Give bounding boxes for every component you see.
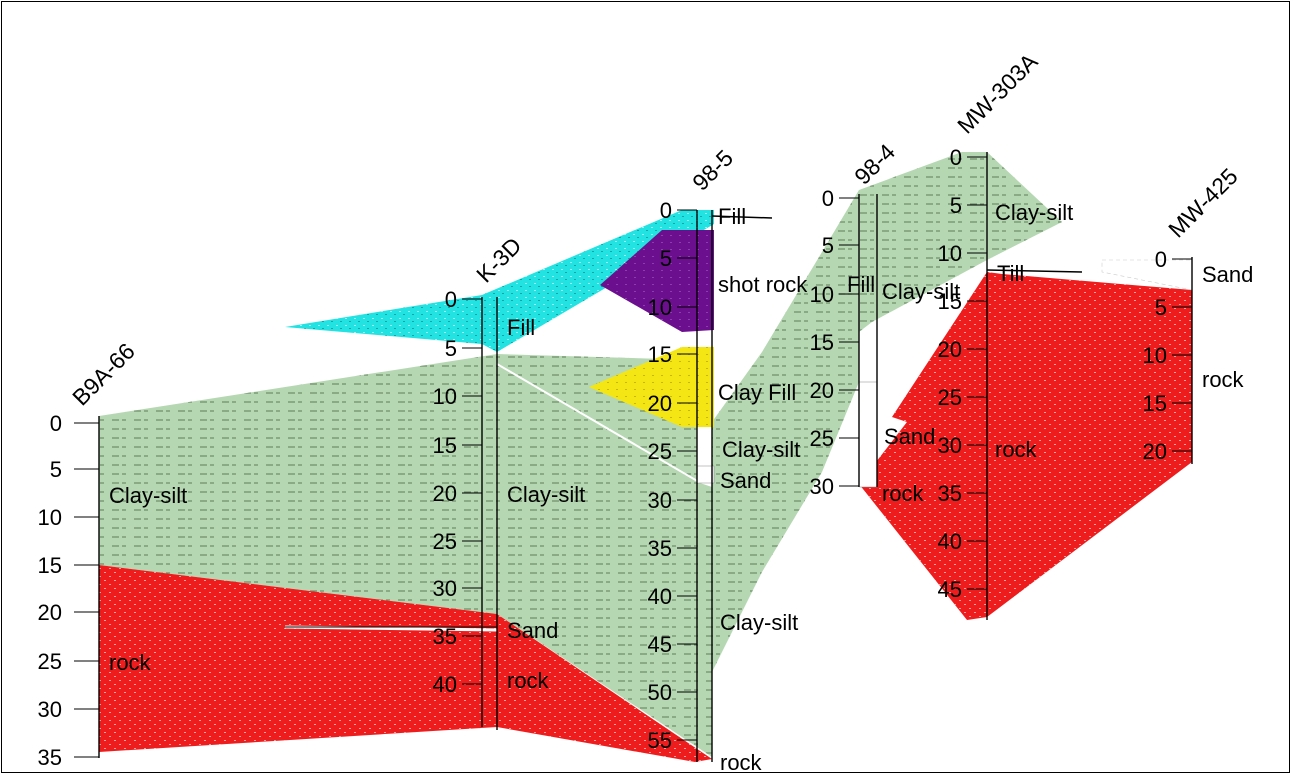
layer-label: Clay-silt [720,610,798,635]
borehole-header: B9A-66 [67,338,140,411]
tick-label: 35 [938,481,962,506]
layer-label: Sand [1202,262,1253,287]
layer-label: rock [995,437,1038,462]
tick-label: 40 [433,672,457,697]
tick-label: 45 [938,577,962,602]
layer-label: rock [1202,367,1245,392]
tick-label: 20 [648,391,672,416]
tick-label: 45 [648,632,672,657]
borehole-header: 98-5 [687,145,738,196]
tick-label: 0 [445,287,457,312]
layer-label: rock [882,481,925,506]
tick-label: 25 [648,439,672,464]
layers [99,152,1193,762]
tick-label: 10 [810,282,834,307]
layer-label: Fill [718,204,746,229]
tick-label: 25 [38,649,62,674]
tick-label: 0 [822,186,834,211]
tick-label: 35 [648,536,672,561]
tick-label: 20 [938,337,962,362]
tick-label: 30 [433,576,457,601]
tick-marks [74,156,1192,758]
tick-label: 10 [38,505,62,530]
tick-label: 35 [38,745,62,770]
borehole-columns [98,152,1193,762]
tick-label: 5 [50,457,62,482]
tick-label: 10 [1143,343,1167,368]
tick-label: 50 [648,680,672,705]
layer-label: Sand [507,618,558,643]
tick-label: 30 [648,488,672,513]
tick-label: 25 [938,385,962,410]
layer-label: Sand [884,424,935,449]
tick-label: 10 [938,241,962,266]
tick-labels-98-4: 0 5 10 15 20 25 30 [810,186,834,499]
layer-label: Fill [507,315,535,340]
layer-label: Fill [847,272,875,297]
tick-label: 15 [938,289,962,314]
tick-label: 0 [50,411,62,436]
borehole-header: MW-425 [1163,163,1243,243]
tick-label: 5 [822,233,834,258]
tick-labels-k-3d: 0 5 10 15 20 25 30 35 40 [433,287,457,697]
layer-label: rock [720,750,763,774]
tick-label: 5 [1155,295,1167,320]
tick-label: 15 [433,433,457,458]
tick-label: 20 [810,378,834,403]
layer-label: rock [109,650,152,675]
borehole-header: K-3D [471,232,526,287]
tick-labels-98-5: 0 5 10 15 20 25 30 35 40 45 50 55 [648,198,672,753]
layer-label: Till [997,261,1024,286]
tick-label: 25 [433,529,457,554]
tick-label: 10 [433,384,457,409]
layer-label: Clay Fill [718,380,796,405]
tick-label: 55 [648,728,672,753]
tick-label: 25 [810,426,834,451]
tick-labels-mw-425: 0 5 10 15 20 [1143,247,1167,464]
tick-label: 15 [648,342,672,367]
layer-sand-98-4 [858,381,878,488]
tick-label: 15 [1143,391,1167,416]
tick-label: 15 [38,553,62,578]
tick-label: 5 [445,336,457,361]
layer-label: shot rock [718,272,808,297]
tick-label: 5 [950,193,962,218]
tick-label: 5 [660,246,672,271]
tick-label: 15 [810,330,834,355]
tick-label: 30 [810,474,834,499]
layer-label: Clay-silt [882,279,960,304]
tick-label: 40 [648,584,672,609]
layer-label: rock [507,668,550,693]
tick-label: 35 [433,624,457,649]
layer-label: Clay-silt [507,482,585,507]
tick-labels-mw-303a: 0 5 10 15 20 25 30 35 40 45 [938,145,962,602]
borehole-header: MW-303A [952,48,1043,139]
tick-label: 0 [950,145,962,170]
layer-labels: Clay-silt rock Fill Clay-silt Sand rock … [109,200,1253,774]
layer-label: Clay-silt [109,483,187,508]
layer-label: Clay-silt [995,200,1073,225]
tick-label: 30 [938,433,962,458]
layer-label: Sand [720,468,771,493]
tick-label: 0 [1155,247,1167,272]
layer-label: Clay-silt [722,437,800,462]
tick-labels-b9a-66: 0 5 10 15 20 25 30 35 [38,411,62,770]
tick-label: 20 [38,600,62,625]
tick-label: 20 [433,481,457,506]
tick-label: 10 [648,295,672,320]
tick-label: 30 [38,697,62,722]
tick-label: 40 [938,529,962,554]
tick-label: 0 [660,198,672,223]
tick-label: 20 [1143,439,1167,464]
